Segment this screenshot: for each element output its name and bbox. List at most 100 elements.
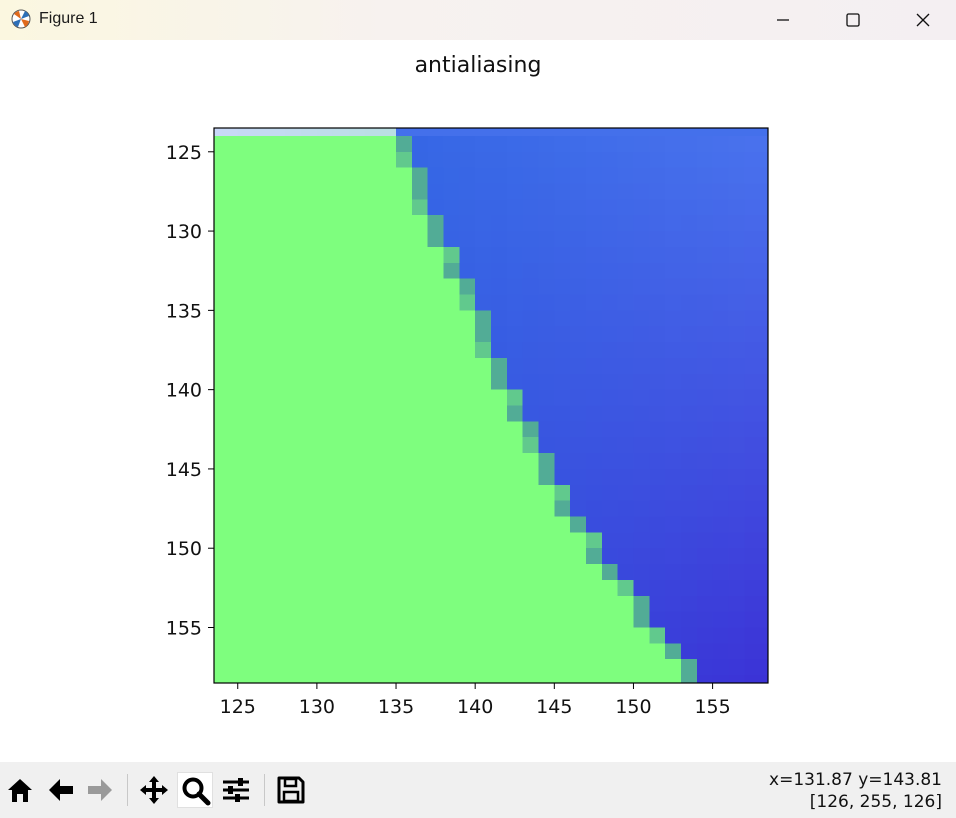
heatmap-cell (269, 675, 286, 684)
heatmap-cell (253, 500, 270, 518)
heatmap-cell (585, 183, 603, 200)
heatmap-cell (427, 675, 445, 684)
heatmap-cell (570, 643, 587, 660)
heatmap-cell (570, 453, 587, 470)
heatmap-cell (269, 579, 286, 597)
heatmap-cell (237, 611, 255, 629)
heatmap-cell (316, 548, 334, 565)
heatmap-cell (316, 389, 334, 407)
heatmap-cell (214, 484, 223, 502)
heatmap-cell (585, 611, 603, 629)
heatmap-cell (316, 215, 334, 232)
heatmap-cell (411, 595, 429, 613)
heatmap-cell (427, 278, 445, 296)
heatmap-cell (316, 199, 334, 216)
heatmap-cell (728, 516, 745, 533)
heatmap-cell (506, 595, 524, 613)
heatmap-cell (459, 675, 476, 684)
heatmap-cell (760, 437, 769, 454)
heatmap-cell (570, 326, 587, 343)
heatmap-cell (237, 675, 255, 684)
heatmap-cell (649, 167, 666, 185)
pan-button[interactable] (136, 772, 172, 808)
heatmap-cell (301, 389, 318, 407)
heatmap-cell (332, 484, 350, 502)
heatmap-cell (316, 357, 334, 375)
heatmap-cell (617, 278, 635, 296)
heatmap-cell (269, 183, 286, 200)
heatmap-cell (332, 595, 350, 613)
heatmap-cell (348, 310, 365, 327)
heatmap-cell (380, 128, 397, 137)
save-button[interactable] (273, 772, 309, 808)
heatmap-cell (585, 128, 603, 137)
heatmap-cell (316, 579, 334, 597)
heatmap-cell (301, 167, 318, 185)
heatmap-cell (585, 326, 603, 343)
heatmap-cell (712, 421, 730, 438)
heatmap-cell (332, 675, 350, 684)
heatmap-cell (601, 183, 619, 200)
heatmap-cell (475, 595, 492, 613)
forward-button[interactable] (82, 772, 118, 808)
heatmap-cell (427, 373, 445, 391)
heatmap-cell (696, 278, 714, 296)
heatmap-cell (269, 421, 286, 438)
heatmap-cell (364, 262, 381, 280)
heatmap-cell (585, 231, 603, 248)
heatmap-cell (443, 151, 460, 169)
back-button[interactable] (43, 772, 79, 808)
heatmap-cell (554, 215, 571, 232)
heatmap-cell (696, 453, 714, 470)
heatmap-cell (712, 659, 730, 676)
heatmap-cell (712, 373, 730, 391)
heatmap-cell (411, 675, 429, 684)
heatmap-cell (475, 167, 492, 185)
heatmap-cell (237, 183, 255, 200)
heatmap-cell (538, 579, 555, 597)
zoom-button[interactable] (177, 772, 213, 808)
home-button[interactable] (2, 772, 38, 808)
heatmap-cell (253, 611, 270, 629)
heatmap-cell (332, 342, 350, 359)
heatmap-cell (728, 468, 745, 486)
heatmap-cell (538, 516, 555, 533)
heatmap-cell (633, 199, 650, 216)
figure-canvas[interactable]: antialiasing 125 130 135 140 145 150 155 125 130… (0, 40, 956, 762)
x-tick-label: 150 (615, 696, 651, 718)
heatmap-cell (760, 453, 769, 470)
heatmap-cell (332, 627, 350, 644)
heatmap-cell (554, 532, 571, 549)
heatmap-cell (696, 405, 714, 422)
heatmap-cell (744, 183, 761, 200)
heatmap-cell (601, 389, 619, 407)
maximize-button[interactable] (830, 0, 876, 40)
close-button[interactable] (900, 0, 946, 40)
heatmap-cell (396, 246, 413, 264)
heatmap-cell (253, 310, 270, 327)
heatmap-cell (570, 468, 587, 486)
heatmap-cell (696, 294, 714, 311)
heatmap-cell (443, 595, 460, 613)
heatmap-cell (316, 246, 334, 264)
heatmap-cell (554, 183, 571, 200)
heatmap-cell (380, 310, 397, 327)
heatmap-cell (364, 215, 381, 232)
heatmap-cell (316, 151, 334, 169)
configure-subplots-button[interactable] (218, 772, 254, 808)
heatmap-cell (253, 342, 270, 359)
heatmap-cell (665, 326, 682, 343)
heatmap-cell (649, 611, 666, 629)
heatmap-cell (443, 468, 460, 486)
heatmap-cell (396, 579, 413, 597)
heatmap-cell (680, 421, 698, 438)
heatmap-cell (570, 199, 587, 216)
heatmap-cell (760, 246, 769, 264)
heatmap-cell (214, 128, 223, 137)
heatmap-cell (221, 468, 239, 486)
heatmap-cell (475, 421, 492, 438)
heatmap-cell (380, 516, 397, 533)
y-tick-label: 130 (166, 221, 202, 243)
heatmap-cell (538, 262, 555, 280)
minimize-button[interactable] (760, 0, 806, 40)
